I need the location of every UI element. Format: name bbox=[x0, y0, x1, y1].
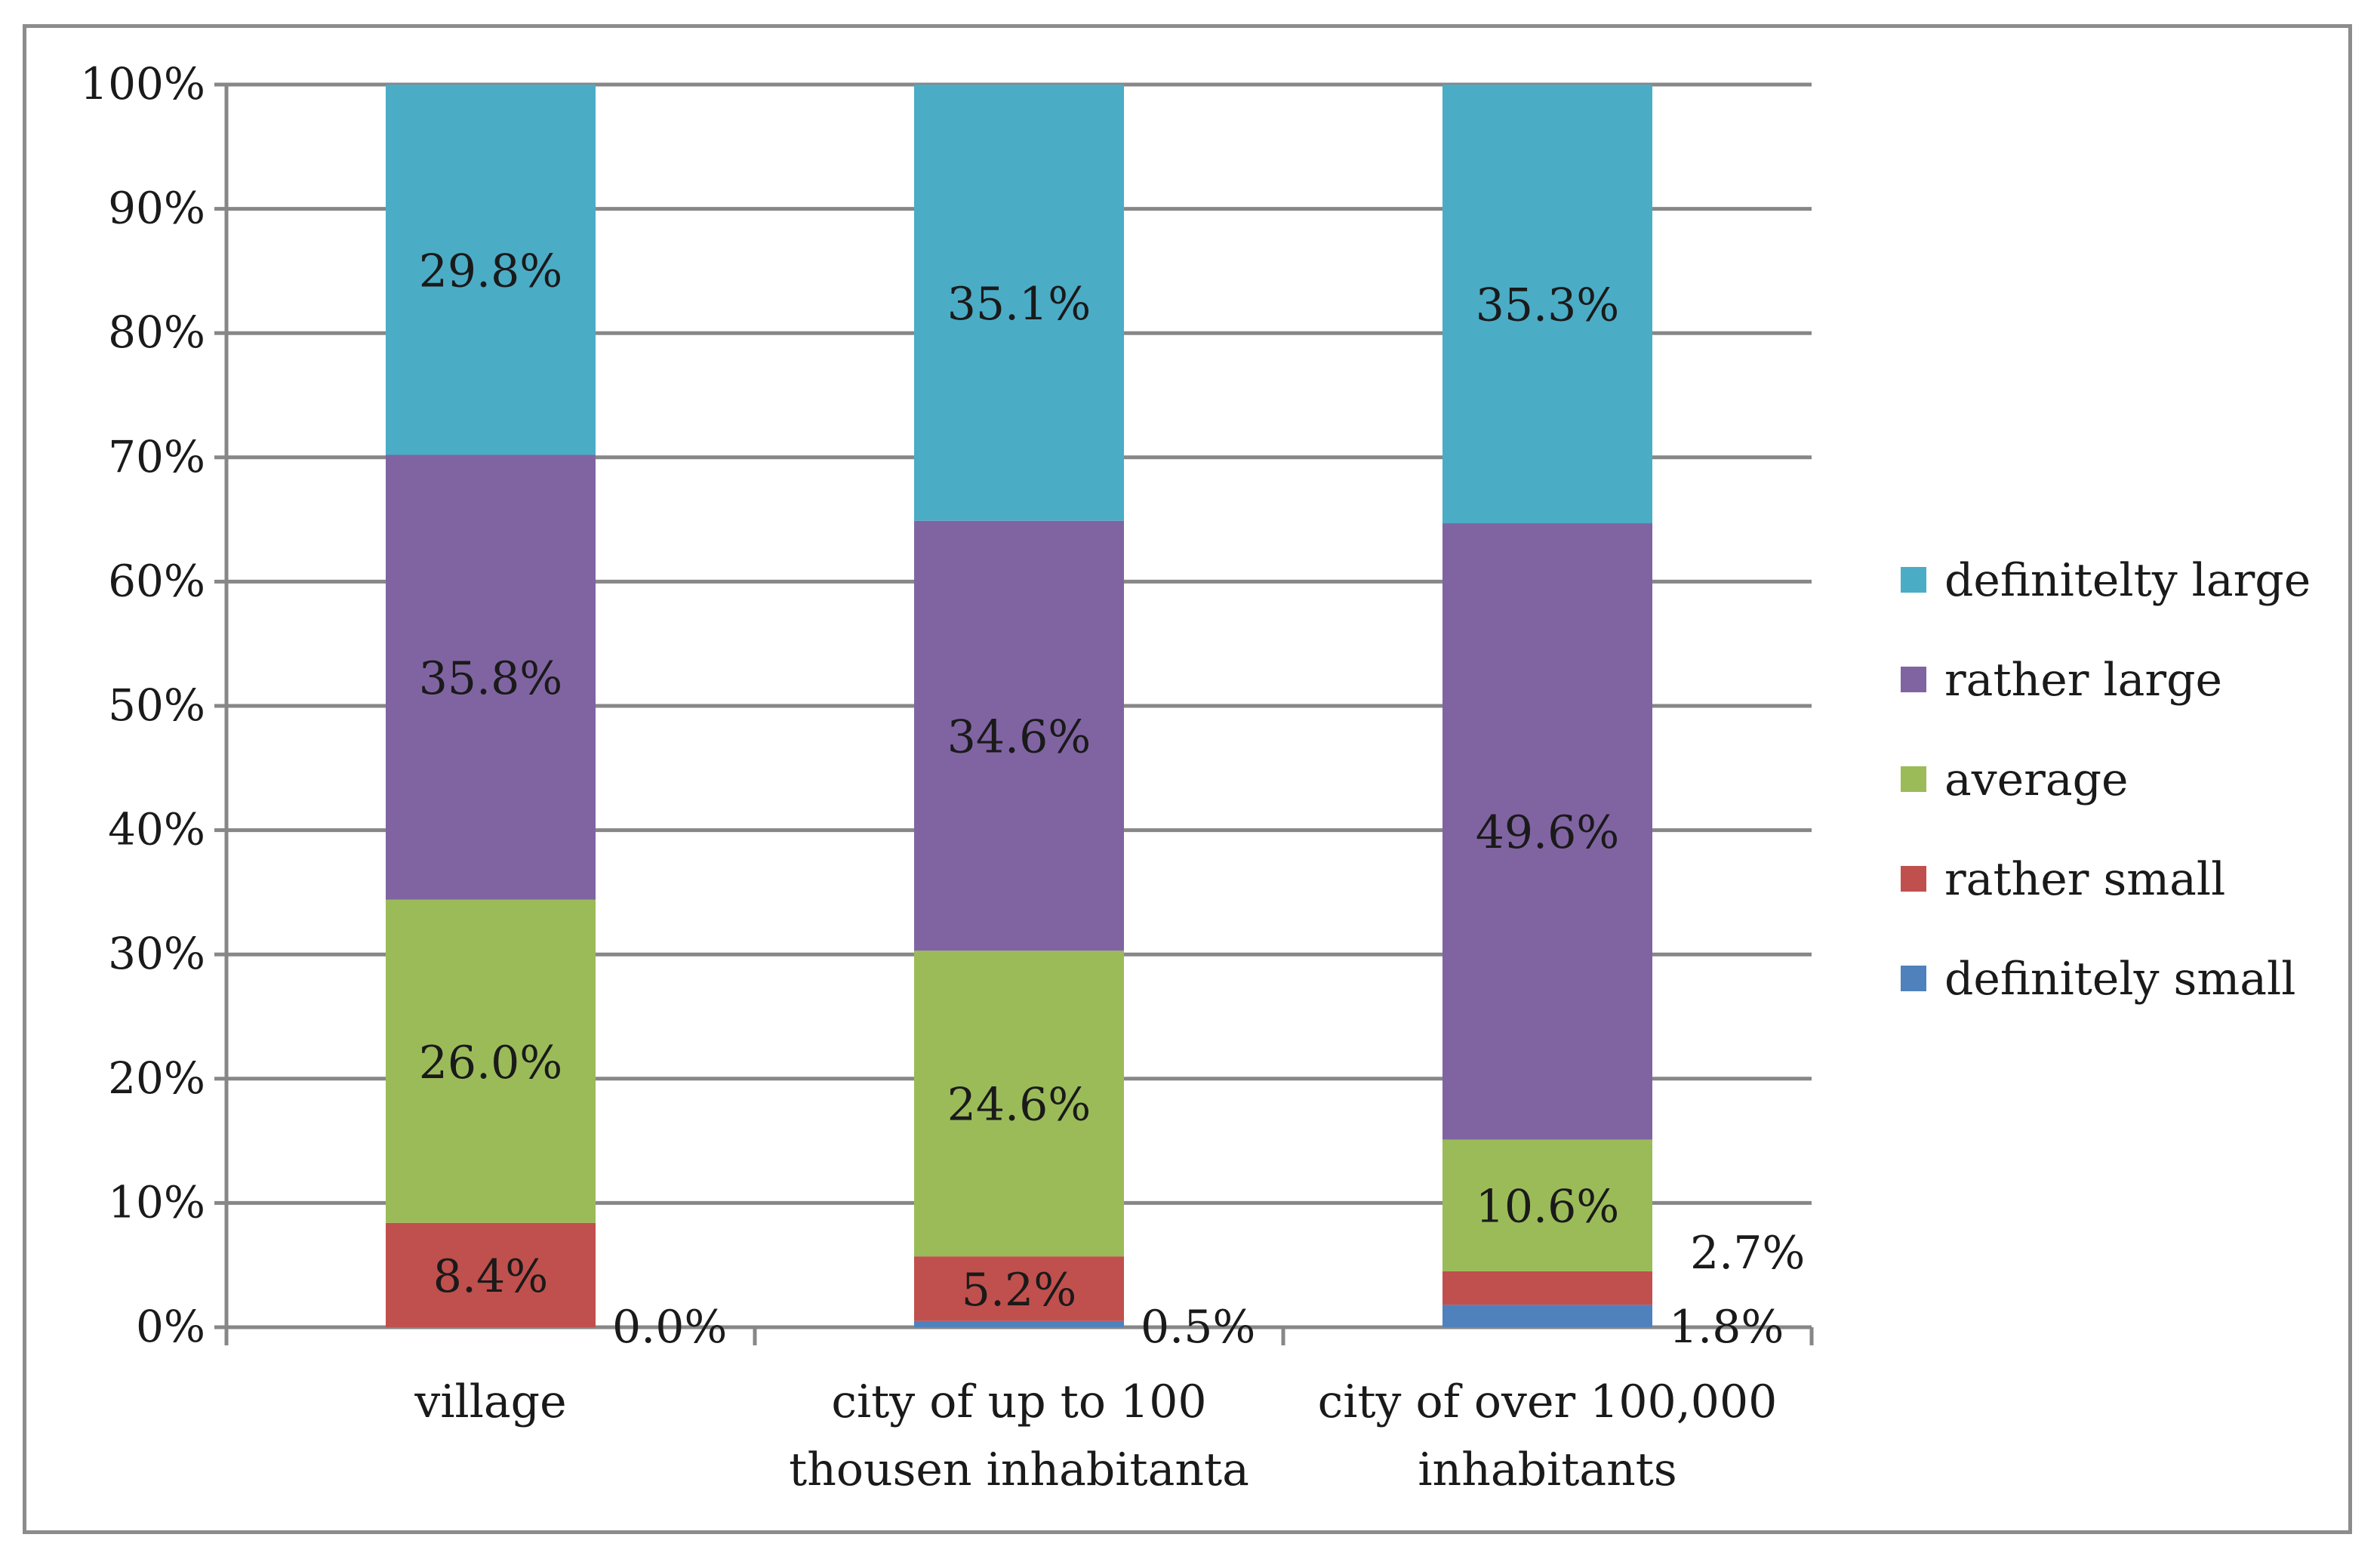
data-label: 49.6% bbox=[1476, 806, 1620, 859]
bar-segment bbox=[386, 1222, 596, 1327]
data-label: 24.6% bbox=[947, 1079, 1091, 1132]
legend-swatch bbox=[1901, 567, 1926, 593]
x-category-label: city of over 100,000 bbox=[1318, 1376, 1778, 1428]
x-category-label: inhabitants bbox=[1418, 1443, 1676, 1496]
y-tick-label: 40% bbox=[108, 804, 205, 855]
bar-segment bbox=[386, 85, 596, 455]
legend-swatch bbox=[1901, 667, 1926, 692]
x-category-label: village bbox=[414, 1376, 566, 1428]
legend-label: rather small bbox=[1944, 853, 2225, 906]
data-label: 2.7% bbox=[1690, 1227, 1805, 1280]
y-tick-label: 60% bbox=[108, 555, 205, 606]
bar-segment bbox=[1442, 85, 1652, 524]
y-tick-label: 10% bbox=[108, 1176, 205, 1228]
data-label: 35.8% bbox=[419, 652, 563, 705]
data-label: 26.0% bbox=[419, 1037, 563, 1089]
data-label: 10.6% bbox=[1476, 1181, 1620, 1234]
x-category-label: city of up to 100 bbox=[831, 1376, 1206, 1428]
legend-label: average bbox=[1944, 753, 2129, 806]
legend-label: rather large bbox=[1944, 654, 2222, 707]
data-label: 0.0% bbox=[612, 1301, 727, 1354]
bar-segment bbox=[914, 85, 1124, 521]
data-label: 8.4% bbox=[433, 1250, 548, 1303]
legend-label: definitelty large bbox=[1944, 554, 2311, 607]
bar-segment bbox=[386, 899, 596, 1223]
y-tick-label: 90% bbox=[108, 183, 205, 234]
y-tick-label: 20% bbox=[108, 1052, 205, 1104]
data-label: 35.3% bbox=[1476, 279, 1620, 332]
y-tick-label: 80% bbox=[108, 307, 205, 358]
x-category-label: thousen inhabitanta bbox=[789, 1443, 1249, 1496]
data-label: 34.6% bbox=[947, 711, 1091, 764]
legend-swatch bbox=[1901, 866, 1926, 892]
legend-swatch bbox=[1901, 966, 1926, 991]
y-tick-label: 0% bbox=[136, 1301, 205, 1352]
y-tick-label: 70% bbox=[108, 431, 205, 482]
bar-segment bbox=[914, 1320, 1124, 1327]
bar-segment bbox=[914, 520, 1124, 951]
bar-segment bbox=[914, 950, 1124, 1257]
data-label: 5.2% bbox=[962, 1264, 1076, 1317]
bar-segment bbox=[386, 454, 596, 900]
y-tick-label: 50% bbox=[108, 679, 205, 731]
bar-segment bbox=[1442, 1271, 1652, 1305]
data-label: 29.8% bbox=[419, 245, 563, 297]
y-tick-label: 30% bbox=[108, 928, 205, 979]
bar-segment bbox=[914, 1256, 1124, 1321]
data-label: 1.8% bbox=[1669, 1301, 1784, 1354]
y-tick-label: 100% bbox=[80, 58, 205, 109]
data-label: 0.5% bbox=[1141, 1301, 1255, 1354]
legend-swatch bbox=[1901, 766, 1926, 792]
bar-segment bbox=[1442, 1305, 1652, 1327]
data-label: 35.1% bbox=[947, 278, 1091, 331]
legend-label: definitely small bbox=[1944, 953, 2295, 1006]
bar-segment bbox=[1442, 1139, 1652, 1271]
bar-segment bbox=[1442, 523, 1652, 1140]
